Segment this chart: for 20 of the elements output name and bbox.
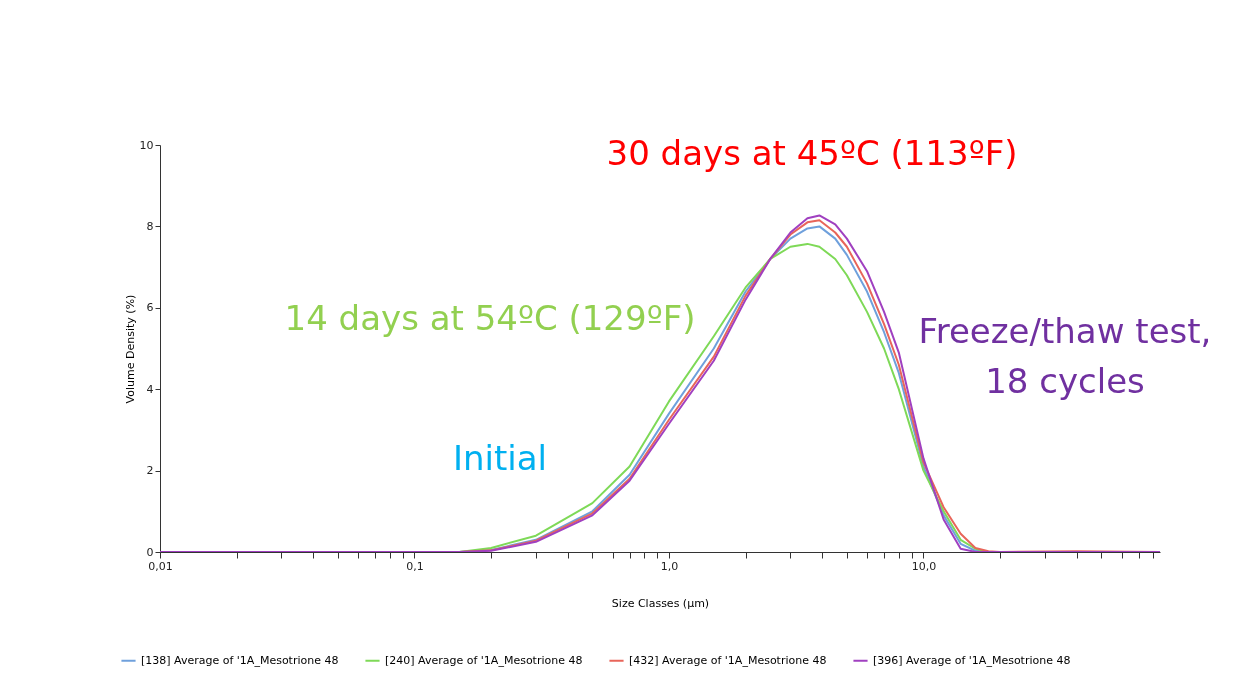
annotation: Freeze/thaw test, 18 cycles <box>918 311 1212 401</box>
y-tick-label: 4 <box>146 382 154 396</box>
y-tick-label: 0 <box>146 545 154 559</box>
y-axis-title: Volume Density (%) <box>123 294 137 404</box>
annotation: Initial <box>452 438 548 478</box>
legend-label: [396] Average of '1A_Mesotrione 48 <box>873 653 1071 667</box>
y-tick-label: 10 <box>139 138 154 152</box>
x-tick-label: 1,0 <box>660 559 679 573</box>
annotation: 30 days at 45ºC (113ºF) <box>606 133 1018 173</box>
x-tick-label: 10,0 <box>911 559 937 573</box>
x-tick-label: 0,01 <box>148 559 173 573</box>
x-axis-title: Size Classes (µm) <box>611 596 710 610</box>
annotation: 14 days at 54ºC (129ºF) <box>284 298 696 338</box>
y-tick-label: 2 <box>146 464 154 478</box>
legend-label: [138] Average of '1A_Mesotrione 48 <box>141 653 339 667</box>
x-tick-label: 0,1 <box>406 559 424 573</box>
y-tick-label: 8 <box>146 219 154 233</box>
legend-label: [432] Average of '1A_Mesotrione 48 <box>629 653 827 667</box>
y-tick-label: 6 <box>146 301 154 315</box>
legend-label: [240] Average of '1A_Mesotrione 48 <box>385 653 583 667</box>
